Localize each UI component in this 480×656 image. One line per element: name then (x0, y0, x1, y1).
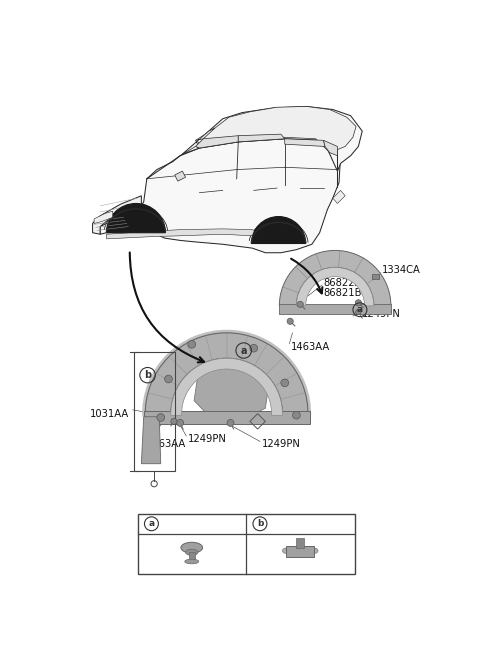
Polygon shape (333, 190, 345, 203)
Ellipse shape (311, 548, 318, 554)
Polygon shape (196, 106, 356, 153)
Circle shape (227, 419, 234, 426)
Text: b: b (144, 370, 151, 380)
Ellipse shape (186, 549, 198, 556)
Polygon shape (94, 211, 113, 224)
Text: a: a (240, 346, 247, 356)
Text: 1463AA: 1463AA (147, 440, 186, 449)
Wedge shape (145, 333, 308, 417)
Text: b: b (257, 520, 263, 528)
Circle shape (171, 419, 177, 424)
Polygon shape (100, 139, 340, 253)
Polygon shape (182, 106, 362, 171)
Wedge shape (107, 203, 166, 233)
Wedge shape (252, 216, 306, 243)
Circle shape (281, 379, 288, 387)
Text: 86822A: 86822A (324, 277, 362, 288)
Polygon shape (93, 195, 142, 234)
Polygon shape (107, 229, 260, 239)
Wedge shape (279, 251, 391, 306)
Wedge shape (293, 264, 378, 302)
Circle shape (250, 344, 258, 352)
Text: 86821B: 86821B (324, 288, 362, 298)
Wedge shape (165, 352, 288, 412)
Text: a: a (357, 305, 363, 314)
Circle shape (355, 300, 361, 306)
Text: 1249PN: 1249PN (262, 440, 300, 449)
Polygon shape (194, 362, 269, 420)
Bar (372, 274, 379, 279)
Polygon shape (182, 128, 215, 154)
Circle shape (287, 318, 293, 324)
Bar (137, 514, 355, 574)
Circle shape (356, 310, 361, 315)
Text: 1249PN: 1249PN (362, 308, 401, 319)
Polygon shape (142, 417, 161, 464)
Circle shape (292, 411, 300, 419)
Bar (144, 411, 310, 424)
Polygon shape (175, 171, 186, 181)
Text: 86812: 86812 (192, 357, 223, 367)
Bar (296, 539, 304, 548)
Text: 82442: 82442 (271, 519, 306, 529)
Text: 1031AA: 1031AA (89, 409, 129, 419)
Circle shape (188, 340, 196, 348)
Ellipse shape (185, 559, 199, 564)
Polygon shape (196, 136, 238, 148)
Text: 1491JB: 1491JB (265, 386, 300, 396)
Bar (189, 552, 195, 562)
Text: a: a (148, 520, 155, 528)
Polygon shape (285, 139, 325, 146)
Ellipse shape (282, 548, 290, 554)
Circle shape (157, 414, 165, 421)
Polygon shape (324, 140, 337, 155)
Circle shape (297, 301, 303, 308)
Ellipse shape (181, 543, 203, 553)
Polygon shape (238, 134, 285, 142)
Circle shape (177, 419, 184, 426)
Text: 84145A: 84145A (162, 519, 205, 529)
Bar (133, 352, 175, 472)
Wedge shape (142, 330, 311, 417)
Text: 1334CA: 1334CA (382, 264, 420, 275)
Wedge shape (171, 358, 282, 416)
Text: 1463AA: 1463AA (291, 342, 330, 352)
Bar (279, 304, 391, 314)
Bar (286, 546, 314, 557)
Wedge shape (296, 268, 374, 306)
Wedge shape (279, 251, 391, 306)
Circle shape (165, 375, 172, 383)
Text: 86811: 86811 (192, 367, 223, 377)
Text: 1249PN: 1249PN (188, 434, 227, 444)
